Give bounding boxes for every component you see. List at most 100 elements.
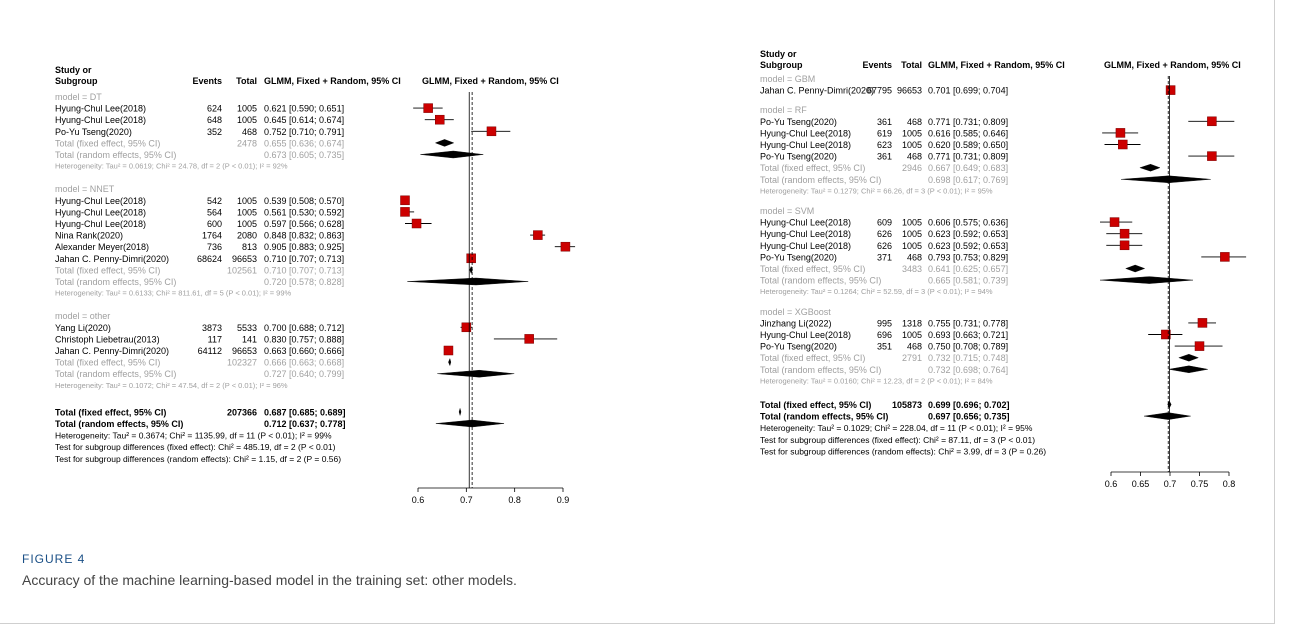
subgroup-fixed-total: 2946 bbox=[902, 163, 922, 173]
study-total: 96653 bbox=[897, 86, 922, 96]
study-box bbox=[443, 345, 454, 356]
study-box bbox=[1119, 240, 1130, 251]
study-box bbox=[1194, 341, 1205, 351]
study-name: Po-Yu Tseng(2020) bbox=[760, 117, 837, 127]
study-total: 1005 bbox=[237, 219, 257, 229]
header-study: Study or bbox=[760, 49, 797, 59]
x-axis-tick-label: 0.9 bbox=[557, 495, 570, 505]
study-total: 1005 bbox=[902, 218, 922, 228]
subgroup-fixed-diamond bbox=[434, 139, 455, 147]
subgroup-random-label: Total (random effects, 95% CI) bbox=[55, 150, 176, 160]
subgroup-random-label: Total (random effects, 95% CI) bbox=[760, 175, 881, 185]
study-name: Jahan C. Penny-Dimri(2020) bbox=[55, 346, 169, 356]
subgroup-fixed-diamond bbox=[1125, 264, 1146, 273]
study-total: 1005 bbox=[902, 128, 922, 138]
header-plot: GLMM, Fixed + Random, 95% CI bbox=[422, 76, 559, 86]
study-name: Hyung-Chul Lee(2018) bbox=[760, 218, 851, 228]
study-name: Hyung-Chul Lee(2018) bbox=[760, 128, 851, 138]
subgroup-fixed-total: 2791 bbox=[902, 353, 922, 363]
subgroup-fixed-label: Total (fixed effect, 95% CI) bbox=[55, 265, 160, 275]
subgroup-label: model = XGBoost bbox=[760, 307, 831, 317]
subgroup-fixed-label: Total (fixed effect, 95% CI) bbox=[760, 264, 865, 274]
subgroup-label: model = other bbox=[55, 311, 110, 321]
study-events: 564 bbox=[207, 207, 222, 217]
x-axis-tick-label: 0.75 bbox=[1191, 479, 1209, 489]
study-name: Hyung-Chul Lee(2018) bbox=[55, 196, 146, 206]
subgroup-fixed-total: 102327 bbox=[227, 358, 257, 368]
study-name: Jahan C. Penny-Dimri(2020) bbox=[760, 86, 874, 96]
study-ci: 0.750 [0.708; 0.789] bbox=[928, 342, 1008, 352]
study-ci: 0.755 [0.731; 0.778] bbox=[928, 318, 1008, 328]
subgroup-label: model = DT bbox=[55, 92, 102, 102]
overall-fixed-ci: 0.699 [0.696; 0.702] bbox=[928, 400, 1010, 410]
subgroup-fixed-ci: 0.666 [0.663; 0.668] bbox=[264, 358, 344, 368]
study-events: 64112 bbox=[198, 346, 222, 356]
subgroup-random-diamond bbox=[407, 277, 529, 286]
header-subgroup: Subgroup bbox=[760, 60, 803, 70]
subgroup-fixed-diamond bbox=[1139, 163, 1161, 172]
study-events: 67795 bbox=[867, 86, 892, 96]
study-ci: 0.830 [0.757; 0.888] bbox=[264, 334, 344, 344]
study-events: 648 bbox=[207, 115, 222, 125]
subgroup-random-diamond bbox=[437, 369, 515, 378]
study-ci: 0.623 [0.592; 0.653] bbox=[928, 241, 1008, 251]
subgroup-fixed-label: Total (fixed effect, 95% CI) bbox=[55, 358, 160, 368]
subgroup-heterogeneity: Heterogeneity: Tau² = 0.0160; Chi² = 12.… bbox=[760, 376, 993, 385]
study-total: 2080 bbox=[237, 231, 257, 241]
x-axis-tick-label: 0.6 bbox=[1105, 479, 1118, 489]
study-events: 995 bbox=[877, 318, 892, 328]
study-box bbox=[423, 103, 433, 113]
figure-caption: Accuracy of the machine learning-based m… bbox=[22, 572, 517, 588]
study-events: 361 bbox=[877, 117, 892, 127]
study-box bbox=[1109, 217, 1120, 227]
study-box bbox=[466, 253, 476, 264]
study-ci: 0.539 [0.508; 0.570] bbox=[264, 196, 344, 206]
study-ci: 0.597 [0.566; 0.628] bbox=[264, 219, 344, 229]
study-events: 696 bbox=[877, 330, 892, 340]
study-events: 626 bbox=[877, 229, 892, 239]
study-total: 813 bbox=[242, 242, 257, 252]
overall-fixed-ci: 0.687 [0.685; 0.689] bbox=[264, 407, 346, 417]
study-ci: 0.620 [0.589; 0.650] bbox=[928, 140, 1008, 150]
subgroup-random-ci: 0.727 [0.640; 0.799] bbox=[264, 369, 344, 379]
study-name: Po-Yu Tseng(2020) bbox=[760, 152, 837, 162]
study-events: 351 bbox=[877, 342, 892, 352]
study-ci: 0.905 [0.883; 0.925] bbox=[264, 242, 344, 252]
overall-random-ci: 0.697 [0.656; 0.735] bbox=[928, 412, 1010, 422]
study-total: 1005 bbox=[237, 104, 257, 114]
study-ci: 0.771 [0.731; 0.809] bbox=[928, 152, 1008, 162]
study-total: 1005 bbox=[902, 241, 922, 251]
subgroup-fixed-ci: 0.732 [0.715; 0.748] bbox=[928, 353, 1008, 363]
study-ci: 0.693 [0.663; 0.721] bbox=[928, 330, 1008, 340]
subgroup-fixed-total: 2478 bbox=[237, 138, 257, 148]
header-study: Study or bbox=[55, 65, 92, 75]
subgroup-heterogeneity: Heterogeneity: Tau² = 0.1264; Chi² = 52.… bbox=[760, 287, 993, 296]
study-name: Hyung-Chul Lee(2018) bbox=[55, 219, 146, 229]
study-ci: 0.848 [0.832; 0.863] bbox=[264, 231, 344, 241]
study-name: Po-Yu Tseng(2020) bbox=[760, 342, 837, 352]
overall-random-diamond bbox=[1144, 412, 1191, 420]
x-axis-tick-label: 0.7 bbox=[1164, 479, 1177, 489]
study-total: 1005 bbox=[237, 196, 257, 206]
study-events: 352 bbox=[207, 127, 222, 137]
study-box bbox=[1161, 329, 1171, 340]
subgroup-fixed-diamond bbox=[1178, 353, 1199, 362]
header-events: Events bbox=[192, 76, 222, 86]
overall-random-label: Total (random effects, 95% CI) bbox=[760, 412, 888, 422]
subgroup-heterogeneity: Heterogeneity: Tau² = 0.1279; Chi² = 66.… bbox=[760, 186, 993, 195]
study-events: 600 bbox=[207, 219, 222, 229]
study-ci: 0.701 [0.699; 0.704] bbox=[928, 86, 1008, 96]
study-box bbox=[560, 241, 571, 252]
study-total: 468 bbox=[907, 152, 922, 162]
study-box bbox=[524, 334, 534, 344]
overall-fixed-total: 105873 bbox=[892, 400, 922, 410]
study-name: Hyung-Chul Lee(2018) bbox=[760, 241, 851, 251]
subgroup-fixed-label: Total (fixed effect, 95% CI) bbox=[55, 138, 160, 148]
overall-fixed-diamond bbox=[458, 407, 462, 417]
subgroup-heterogeneity: Heterogeneity: Tau² = 0.6133; Chi² = 811… bbox=[55, 289, 292, 298]
header-events: Events bbox=[862, 60, 892, 70]
study-events: 1764 bbox=[202, 231, 222, 241]
study-events: 542 bbox=[207, 196, 222, 206]
